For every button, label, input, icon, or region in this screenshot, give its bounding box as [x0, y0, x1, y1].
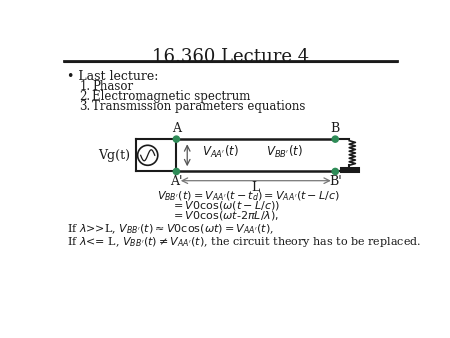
Text: B: B [331, 122, 340, 135]
Text: B': B' [329, 175, 342, 188]
Circle shape [332, 168, 338, 174]
Text: 1.: 1. [80, 80, 90, 93]
Text: $V_{AA'}(t)$: $V_{AA'}(t)$ [202, 144, 239, 160]
Text: 2.: 2. [80, 90, 90, 103]
Text: Electromagnetic spectrum: Electromagnetic spectrum [92, 90, 250, 103]
Circle shape [332, 136, 338, 142]
Text: Phasor: Phasor [92, 80, 133, 93]
Text: $V_{BB'}(t)$: $V_{BB'}(t)$ [266, 144, 303, 160]
Text: $= V0\cos(\omega(t-L/c))$: $= V0\cos(\omega(t-L/c))$ [171, 199, 280, 212]
Text: Transmission parameters equations: Transmission parameters equations [92, 100, 305, 113]
Text: A': A' [170, 175, 183, 188]
Text: 16.360 Lecture 4: 16.360 Lecture 4 [152, 48, 309, 66]
Text: Vg(t): Vg(t) [98, 149, 130, 162]
Text: • Last lecture:: • Last lecture: [67, 70, 158, 83]
Text: If $\lambda$>>L, $V_{BB'}(t) \approx V0\cos(\omega t) = V_{AA'}(t)$,: If $\lambda$>>L, $V_{BB'}(t) \approx V0\… [67, 222, 274, 236]
Text: A: A [172, 122, 181, 135]
Text: L: L [252, 182, 260, 194]
Text: 3.: 3. [80, 100, 91, 113]
Text: If $\lambda$<= L, $V_{BB'}(t) \neq V_{AA'}(t)$, the circuit theory has to be rep: If $\lambda$<= L, $V_{BB'}(t) \neq V_{AA… [67, 235, 421, 249]
Circle shape [173, 136, 180, 142]
Circle shape [173, 168, 180, 174]
Text: $= V0\cos(\omega t\text{-} 2\pi L/\lambda),$: $= V0\cos(\omega t\text{-} 2\pi L/\lambd… [171, 209, 279, 222]
Text: $V_{BB'}(t) = V_{AA'}(t-t_d) = V_{AA'}(t-L/c)$: $V_{BB'}(t) = V_{AA'}(t-t_d) = V_{AA'}(t… [157, 189, 340, 203]
